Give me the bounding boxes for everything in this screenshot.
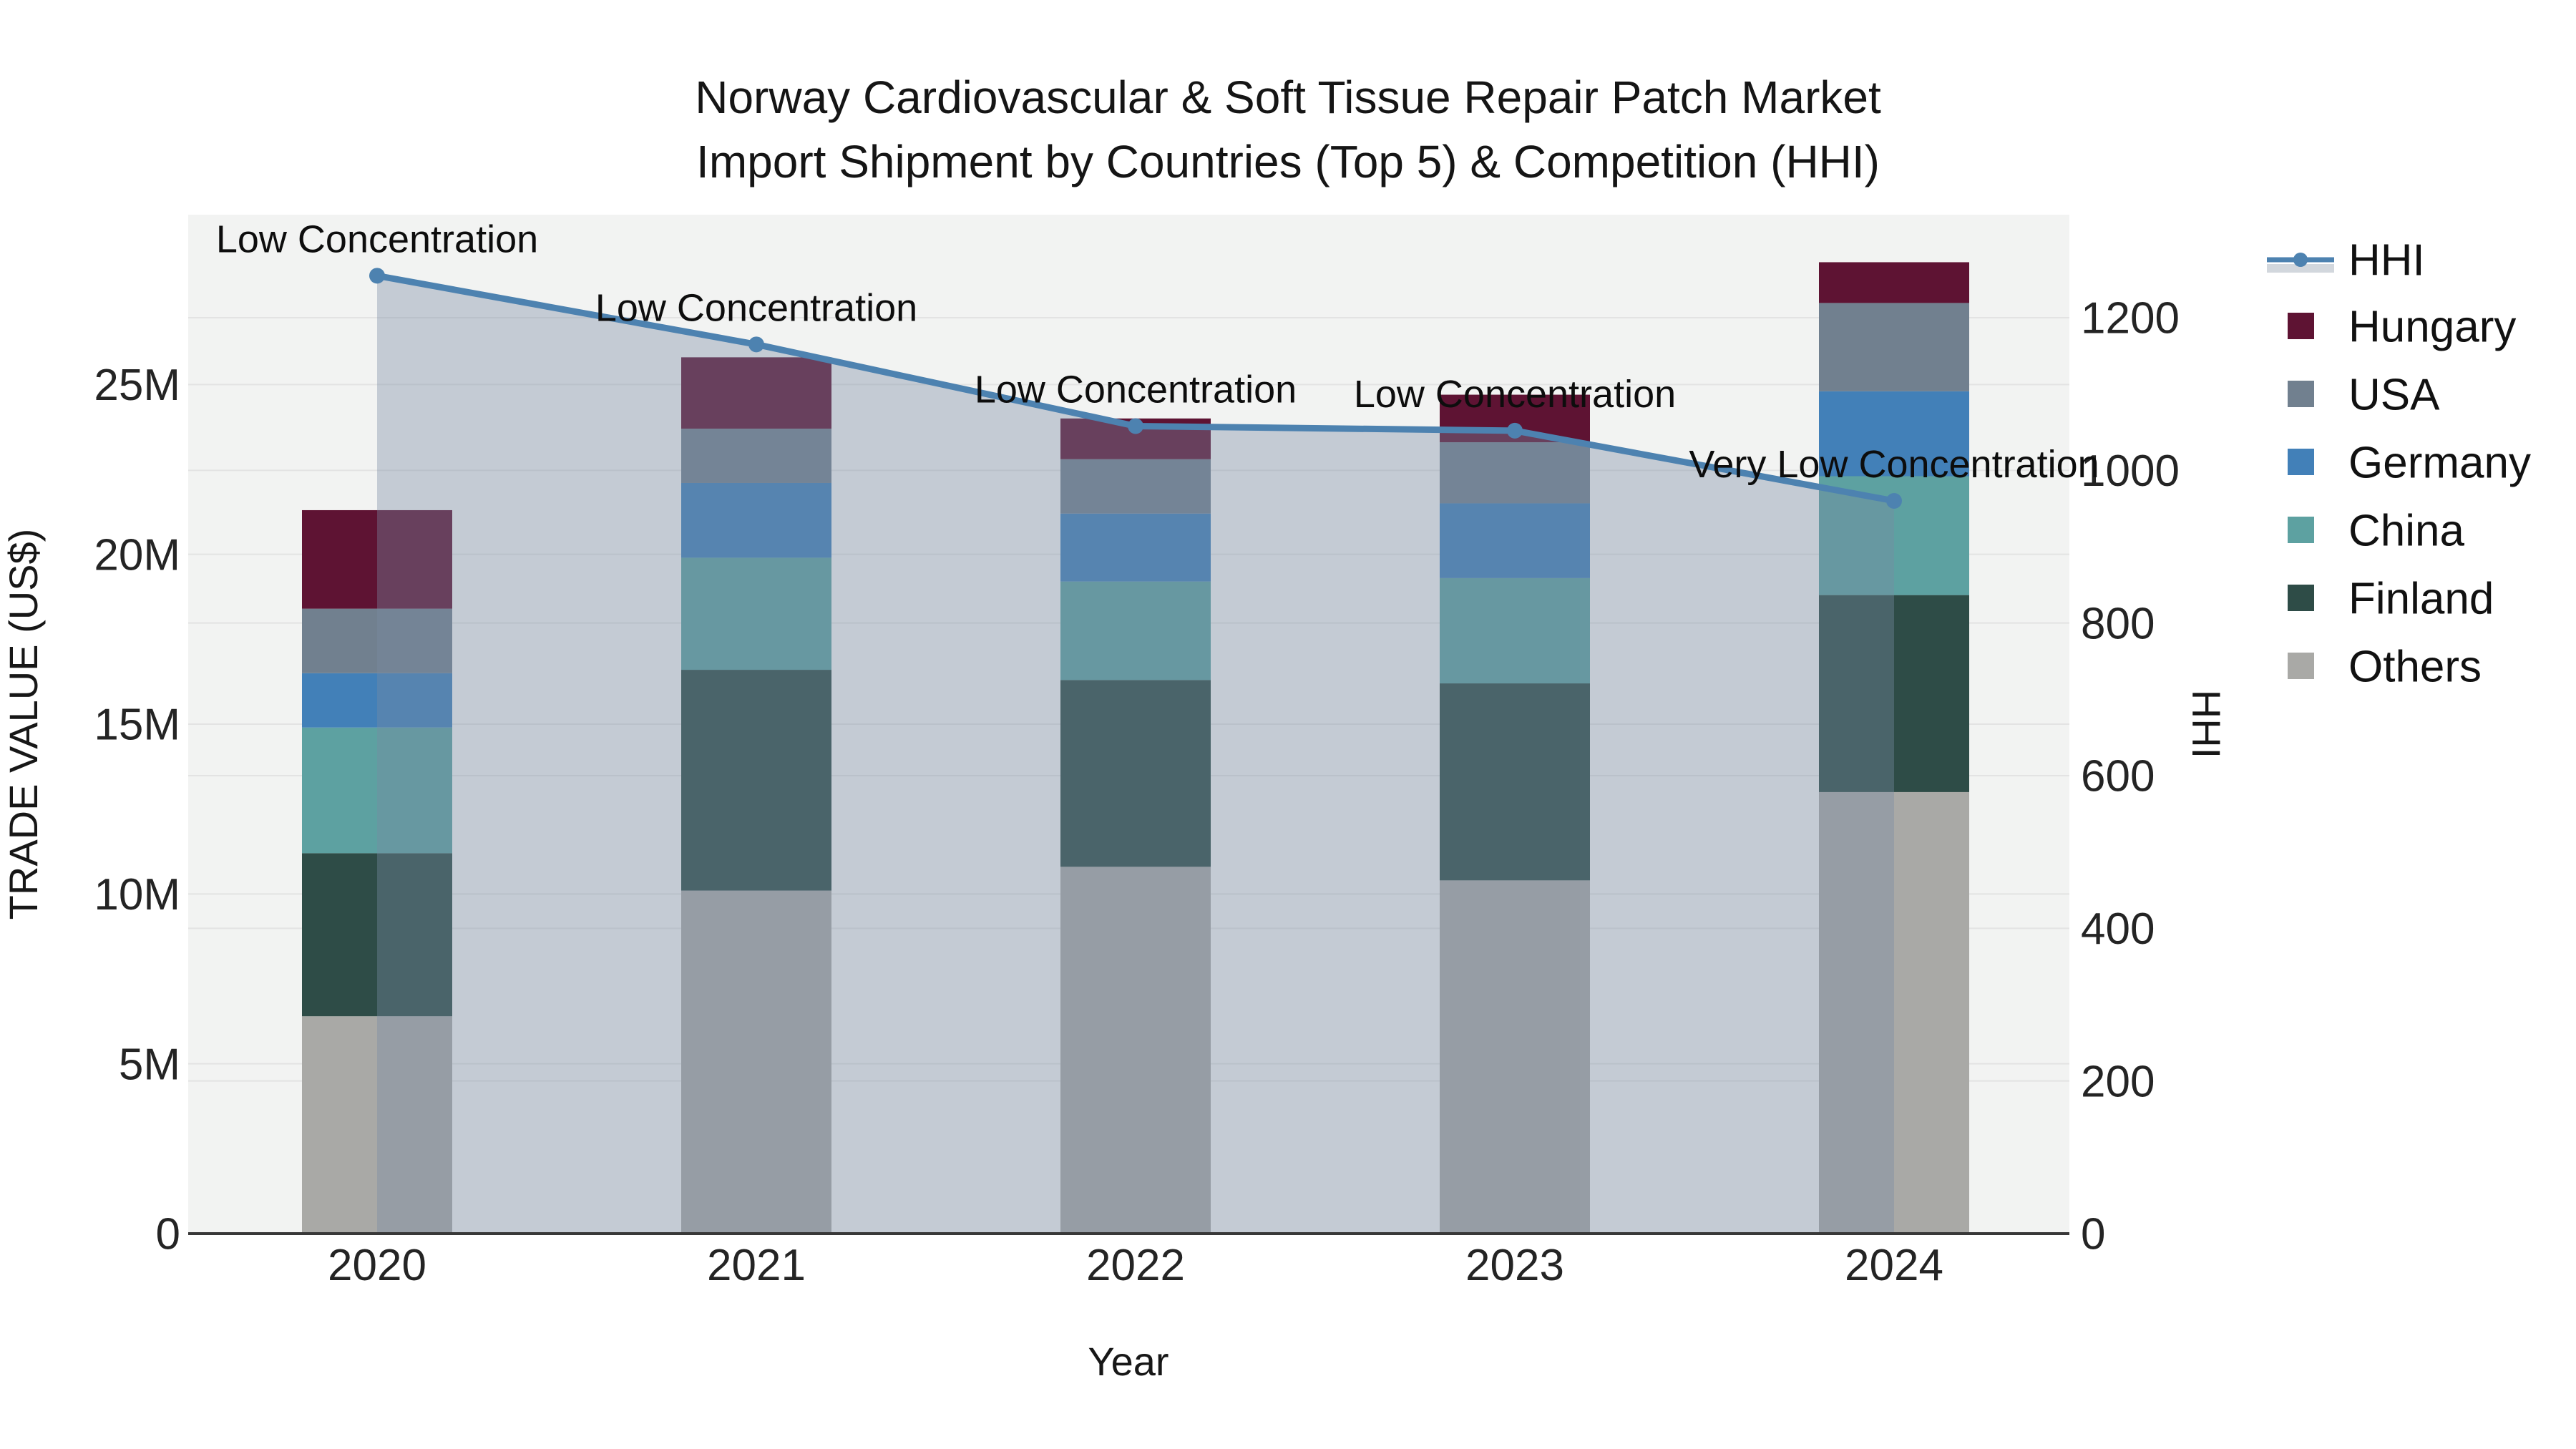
annotation-2021: Low Concentration: [595, 286, 917, 329]
y-axis-title: TRADE VALUE (US$): [1, 529, 46, 920]
legend-label-hhi: HHI: [2348, 236, 2425, 286]
bar-segment-others-2021: [681, 890, 831, 1234]
bar-segment-finland-2024: [1819, 595, 1969, 792]
y-right-tick-label-1200: 1200: [2081, 294, 2180, 343]
x-tick-label-2024: 2024: [1845, 1241, 1943, 1290]
annotation-2024: Very Low Concentration: [1689, 443, 2099, 486]
hhi-marker-2023: [1507, 422, 1523, 439]
bar-segment-china-2021: [681, 557, 831, 670]
y-right-tick-label-200: 200: [2081, 1057, 2155, 1106]
bar-segment-germany-2023: [1440, 503, 1590, 578]
hhi-marker-2024: [1886, 493, 1902, 509]
bar-segment-others-2022: [1060, 867, 1211, 1234]
legend-swatch-others: [2288, 653, 2314, 679]
bar-segment-finland-2022: [1060, 680, 1211, 867]
legend-label-others: Others: [2348, 643, 2482, 692]
hhi-area-fill: [377, 275, 1894, 1234]
legend-hhi-marker-icon: [2293, 253, 2308, 267]
bar-segment-usa-2022: [1060, 459, 1211, 514]
x-tick-label-2020: 2020: [328, 1241, 426, 1290]
bar-segment-germany-2021: [681, 482, 831, 558]
bar-segment-usa-2021: [681, 429, 831, 483]
bar-segment-others-2024: [1819, 791, 1969, 1234]
legend-swatch-china: [2288, 517, 2314, 543]
bar-segment-finland-2020: [302, 853, 452, 1017]
hhi-marker-2022: [1128, 418, 1143, 434]
y-right-tick-label-800: 800: [2081, 599, 2155, 648]
y-right-tick-label-0: 0: [2081, 1210, 2105, 1259]
bar-segment-hungary-2020: [302, 509, 452, 609]
annotation-layer: Low Concentration Low Concentration Low Co…: [216, 218, 2099, 486]
bar-segment-china-2020: [302, 727, 452, 854]
hhi-marker-2020: [369, 268, 385, 284]
annotation-2022: Low Concentration: [975, 368, 1297, 411]
bar-segment-germany-2020: [302, 673, 452, 728]
legend-item-germany[interactable]: Germany: [2288, 439, 2531, 488]
legend-swatch-usa: [2288, 381, 2314, 407]
legend-item-hungary[interactable]: Hungary: [2288, 303, 2516, 352]
legend-swatch-germany: [2288, 449, 2314, 475]
y-right-tick-label-1000: 1000: [2081, 447, 2180, 496]
x-tick-label-2023: 2023: [1465, 1241, 1564, 1290]
bar-segment-finland-2021: [681, 670, 831, 891]
y-right-tick-label-600: 600: [2081, 752, 2155, 801]
legend-label-hungary: Hungary: [2348, 303, 2516, 352]
bar-segment-others-2023: [1440, 880, 1590, 1234]
hhi-marker-2021: [748, 336, 764, 353]
legend-label-germany: Germany: [2348, 439, 2531, 488]
chart-title: Norway Cardiovascular & Soft Tissue Repa…: [695, 72, 1881, 123]
legend-label-china: China: [2348, 507, 2465, 556]
x-axis-title: Year: [1088, 1339, 1169, 1384]
bar-segment-usa-2023: [1440, 442, 1590, 504]
y-left-tick-label-10M: 10M: [94, 870, 180, 919]
legend-hhi-fill-band: [2267, 264, 2334, 273]
bar-segment-germany-2022: [1060, 513, 1211, 582]
bar-segment-usa-2020: [302, 608, 452, 673]
bar-segment-hungary-2024: [1819, 262, 1969, 303]
legend-item-china[interactable]: China: [2288, 507, 2465, 556]
legend-label-finland: Finland: [2348, 575, 2494, 624]
x-tick-label-2022: 2022: [1086, 1241, 1185, 1290]
legend-swatch-finland: [2288, 585, 2314, 611]
y2-axis-title: HHI: [2184, 690, 2229, 758]
legend-label-usa: USA: [2348, 371, 2440, 420]
annotation-2020: Low Concentration: [216, 218, 538, 260]
bar-segment-china-2022: [1060, 581, 1211, 680]
annotation-2023: Low Concentration: [1354, 373, 1676, 416]
y-left-tick-label-25M: 25M: [94, 361, 180, 410]
legend-item-others[interactable]: Others: [2288, 643, 2482, 692]
y-left-tick-label-15M: 15M: [94, 701, 180, 750]
y-left-tick-label-5M: 5M: [119, 1040, 180, 1089]
y-right-tick-label-400: 400: [2081, 904, 2155, 954]
bar-segment-china-2023: [1440, 577, 1590, 684]
y-left-tick-label-20M: 20M: [94, 530, 180, 580]
legend-swatch-hungary: [2288, 313, 2314, 339]
bar-segment-finland-2023: [1440, 683, 1590, 881]
bar-segment-others-2020: [302, 1016, 452, 1234]
x-tick-label-2021: 2021: [707, 1241, 806, 1290]
bar-segment-germany-2024: [1819, 391, 1969, 477]
legend-item-finland[interactable]: Finland: [2288, 575, 2494, 624]
y-left-tick-label-0: 0: [156, 1210, 180, 1259]
bar-segment-hungary-2021: [681, 357, 831, 429]
plot-layer: 0 5M 10M 15M 20M 25M 0 200 400 600 800 1000 1200 2020…: [94, 215, 2180, 1290]
bar-segment-usa-2024: [1819, 303, 1969, 391]
legend-item-hhi[interactable]: HHI: [2267, 236, 2425, 286]
chart-subtitle: Import Shipment by Countries (Top 5) & C…: [696, 136, 1880, 187]
legend: HHI Hungary USA Germany China Finland Others: [2267, 236, 2531, 692]
legend-item-usa[interactable]: USA: [2288, 371, 2440, 420]
